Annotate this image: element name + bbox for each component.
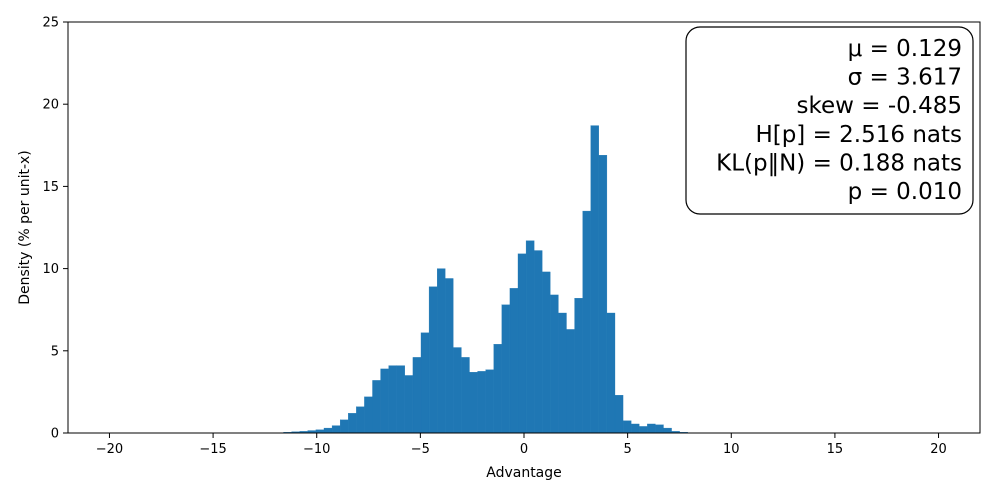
histogram-bar (469, 372, 478, 434)
y-tick-label: 10 (42, 262, 59, 277)
histogram-bar (598, 155, 608, 434)
x-tick-label: −20 (96, 442, 123, 457)
histogram-bar (356, 406, 365, 434)
stats-skew: skew = -0.485 (797, 93, 962, 119)
histogram-bar (445, 278, 454, 434)
histogram-bar (323, 427, 333, 434)
stats-box-frame (685, 26, 974, 215)
histogram-bar (412, 357, 422, 434)
histogram-bar (509, 288, 519, 434)
histogram-bar (453, 347, 462, 434)
stats-entropy: H[p] = 2.516 nats (755, 122, 962, 148)
y-tick-label: 20 (42, 98, 59, 113)
stats-mean: μ = 0.129 (848, 36, 962, 62)
histogram-bar (339, 419, 349, 434)
y-axis-label: Density (% per unit-x) (17, 150, 33, 305)
stats-std: σ = 3.617 (848, 65, 962, 91)
stats-box: μ = 0.129 σ = 3.617 skew = -0.485 H[p] =… (685, 26, 974, 215)
y-axis-ticks: 0 5 10 15 20 25 (42, 16, 68, 442)
stats-kl-divergence: KL(p‖N) = 0.188 nats (716, 150, 962, 176)
x-tick-label: −15 (199, 442, 226, 457)
x-axis-ticks: −20 −15 −10 −5 0 5 10 15 20 (96, 433, 947, 457)
histogram-bar (525, 240, 535, 434)
histogram-bar (331, 425, 341, 434)
histogram-bar (388, 365, 397, 434)
histogram-bar (437, 268, 446, 434)
histogram-bar (558, 312, 567, 434)
histogram-bar (574, 298, 583, 434)
y-tick-label: 15 (42, 180, 59, 195)
y-tick-label: 0 (51, 427, 59, 442)
histogram-bar (614, 395, 624, 434)
histogram-bar (348, 413, 357, 434)
histogram-bar (639, 426, 648, 434)
histogram-bar (550, 294, 559, 434)
histogram-bars (283, 125, 688, 434)
x-tick-label: 10 (723, 442, 740, 457)
histogram-bar (622, 420, 632, 434)
histogram-bar (396, 365, 405, 434)
histogram-bar (380, 368, 389, 434)
histogram-bar (501, 304, 511, 434)
x-tick-label: −5 (411, 442, 430, 457)
stats-p-value: p = 0.010 (848, 179, 962, 205)
x-tick-label: 15 (827, 442, 844, 457)
x-tick-label: 20 (930, 442, 947, 457)
x-tick-label: 0 (520, 442, 528, 457)
histogram-bar (404, 375, 414, 434)
histogram-bar (477, 371, 486, 434)
histogram-bar (428, 286, 438, 434)
histogram-bar (534, 250, 543, 434)
histogram-bar (493, 344, 502, 434)
histogram-bar (631, 423, 640, 434)
histogram-bar (420, 332, 430, 434)
histogram-bar (566, 329, 575, 434)
histogram-bar (364, 396, 373, 434)
histogram-bar (485, 369, 494, 434)
histogram-bar (655, 424, 664, 434)
y-tick-label: 5 (51, 344, 59, 359)
x-tick-label: 5 (623, 442, 631, 457)
histogram-bar (542, 271, 551, 434)
histogram-bar (606, 312, 616, 434)
histogram-bar (647, 423, 656, 434)
y-tick-label: 25 (42, 16, 59, 31)
histogram-bar (517, 253, 527, 434)
histogram-bar (663, 427, 672, 434)
histogram-bar (461, 357, 470, 434)
x-axis-label: Advantage (486, 465, 562, 481)
histogram-bar (372, 380, 381, 434)
x-tick-label: −10 (303, 442, 330, 457)
histogram-bar (590, 125, 599, 434)
histogram-bar (582, 210, 591, 434)
